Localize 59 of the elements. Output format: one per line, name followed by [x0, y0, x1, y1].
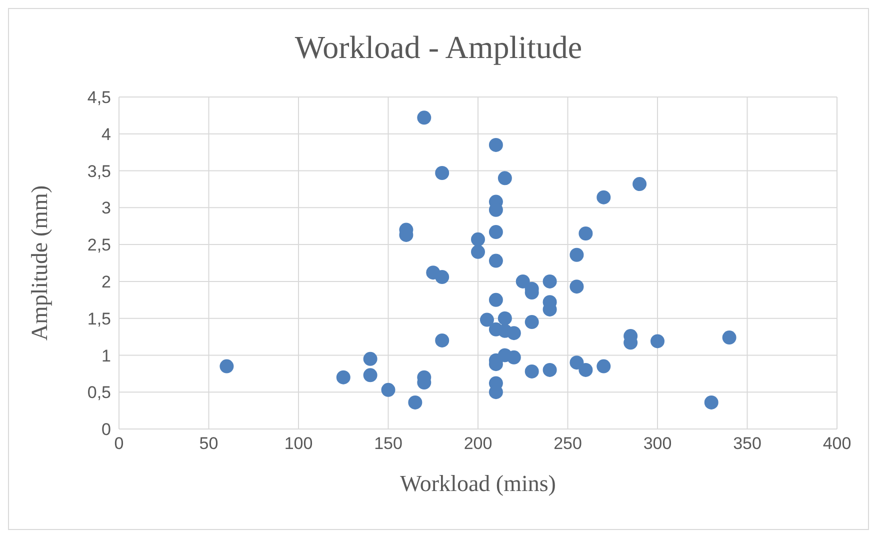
y-tick-label: 4,5 — [87, 88, 111, 108]
point — [471, 232, 485, 246]
point — [488, 292, 503, 307]
y-tick-label: 1,5 — [87, 309, 111, 328]
x-tick-label: 0 — [114, 434, 124, 454]
point — [524, 315, 539, 330]
point — [408, 395, 422, 410]
point — [498, 171, 512, 186]
point — [650, 334, 664, 348]
point — [704, 395, 718, 410]
point — [471, 244, 485, 259]
y-tick-label: 3,5 — [87, 162, 111, 181]
point — [488, 225, 503, 240]
chart-title: Workload - Amplitude — [294, 29, 584, 66]
point — [480, 312, 494, 327]
x-tick-label: 150 — [374, 434, 402, 454]
x-tick-label: 250 — [554, 434, 582, 454]
point — [596, 190, 611, 204]
y-tick-label: 2 — [102, 272, 111, 292]
point — [578, 226, 593, 240]
point — [435, 166, 450, 180]
point — [578, 362, 593, 377]
point — [596, 359, 611, 374]
point — [435, 333, 450, 348]
y-tick-label: 3 — [102, 198, 111, 218]
x-tick-label: 400 — [822, 434, 852, 454]
y-tick-label: 4 — [102, 124, 111, 144]
point — [524, 364, 539, 378]
point — [488, 254, 503, 268]
point — [417, 110, 432, 125]
point — [542, 274, 557, 288]
point — [542, 362, 557, 377]
point — [570, 248, 584, 262]
y-tick-label: 1 — [102, 346, 111, 366]
x-axis-title: Workload (mins) — [400, 471, 556, 496]
point — [516, 274, 530, 288]
y-tick-label: 0,5 — [87, 383, 111, 402]
y-axis-title: Amplitude (mm) — [27, 185, 52, 341]
y-tick-label: 2,5 — [87, 236, 111, 255]
point — [570, 280, 584, 294]
point — [220, 359, 234, 374]
x-tick-label: 350 — [733, 434, 762, 454]
point — [488, 138, 503, 152]
point — [632, 177, 647, 192]
point — [435, 270, 450, 284]
point — [498, 311, 512, 326]
point — [570, 356, 584, 370]
point — [363, 368, 378, 382]
x-tick-label: 50 — [199, 434, 218, 454]
point — [722, 330, 736, 345]
x-tick-label: 200 — [464, 434, 492, 454]
point — [363, 352, 378, 366]
y-tick-label: 0 — [102, 420, 111, 440]
point — [506, 350, 521, 364]
point — [381, 382, 396, 397]
x-tick-label: 300 — [643, 434, 672, 454]
point — [336, 370, 350, 384]
x-tick-label: 100 — [284, 434, 313, 454]
point — [506, 326, 521, 340]
